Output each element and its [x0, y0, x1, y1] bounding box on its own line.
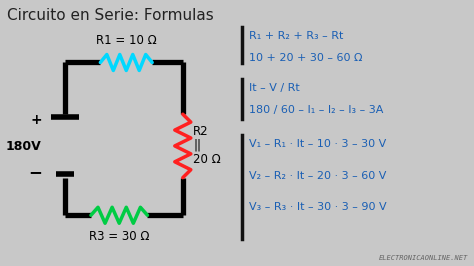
Text: V₂ – R₂ · It – 20 · 3 – 60 V: V₂ – R₂ · It – 20 · 3 – 60 V [249, 171, 386, 181]
Text: V₁ – R₁ · It – 10 · 3 – 30 V: V₁ – R₁ · It – 10 · 3 – 30 V [249, 139, 386, 149]
Text: 180 / 60 – I₁ – I₂ – I₃ – 3A: 180 / 60 – I₁ – I₂ – I₃ – 3A [249, 105, 383, 115]
Text: Circuito en Serie: Formulas: Circuito en Serie: Formulas [7, 9, 214, 23]
Text: +: + [31, 113, 42, 127]
Text: −: − [28, 163, 42, 181]
Text: ELECTRONICAONLINE.NET: ELECTRONICAONLINE.NET [379, 255, 468, 261]
Text: 20 Ω: 20 Ω [193, 153, 221, 166]
Text: 10 + 20 + 30 – 60 Ω: 10 + 20 + 30 – 60 Ω [249, 53, 362, 63]
Text: R₁ + R₂ + R₃ – Rt: R₁ + R₂ + R₃ – Rt [249, 31, 343, 41]
Text: R2: R2 [193, 125, 209, 138]
Text: R1 = 10 Ω: R1 = 10 Ω [96, 35, 156, 47]
Text: ||: || [193, 139, 201, 151]
Text: V₃ – R₃ · It – 30 · 3 – 90 V: V₃ – R₃ · It – 30 · 3 – 90 V [249, 202, 386, 212]
Text: It – V / Rt: It – V / Rt [249, 83, 300, 93]
Text: 180V: 180V [5, 140, 41, 153]
Text: R3 = 30 Ω: R3 = 30 Ω [89, 230, 149, 243]
